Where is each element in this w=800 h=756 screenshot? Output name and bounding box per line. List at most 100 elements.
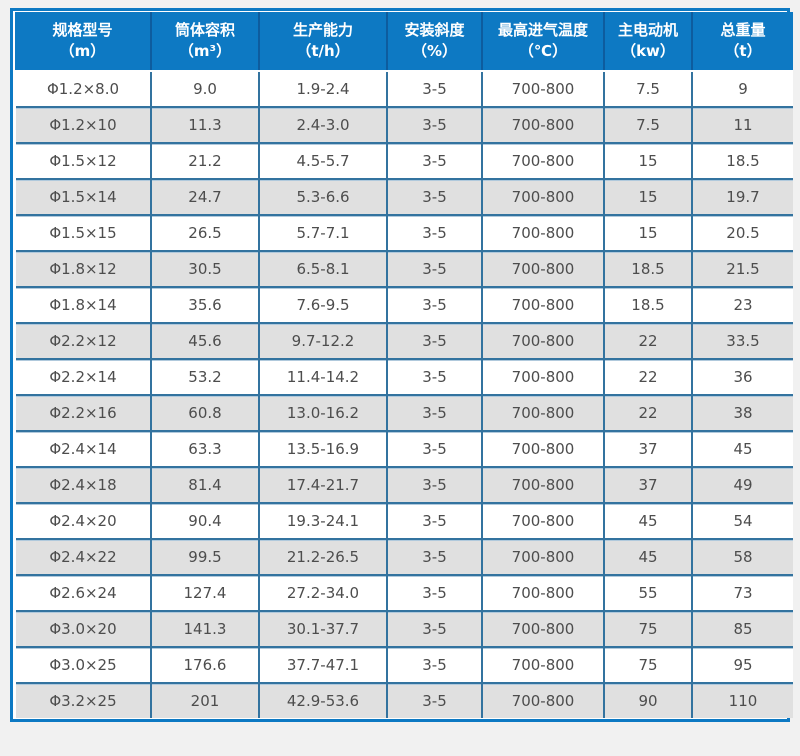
table-cell: 15 bbox=[603, 178, 692, 215]
table-cell: 2.4-3.0 bbox=[258, 106, 387, 143]
table-cell: 11.4-14.2 bbox=[258, 358, 387, 395]
table-cell: 4.5-5.7 bbox=[258, 142, 387, 179]
table-row-1: Φ1.2×8.0 9.0 1.9-2.4 3-5 700-800 7.5 9 bbox=[14, 70, 793, 107]
table-cell: 6.5-8.1 bbox=[258, 250, 387, 287]
column-title: 安装斜度 bbox=[404, 21, 465, 39]
column-unit: （kw） bbox=[621, 42, 675, 60]
table-row-6: Φ1.8×12 30.5 6.5-8.1 3-5 700-800 18.5 21.5 bbox=[14, 250, 793, 287]
table-cell: Φ1.2×8.0 bbox=[14, 70, 151, 107]
table-cell: 30.1-37.7 bbox=[258, 610, 387, 647]
column-unit: （t/h） bbox=[296, 42, 350, 60]
table-cell: Φ1.2×10 bbox=[14, 106, 151, 143]
table-cell: Φ3.0×25 bbox=[14, 646, 151, 683]
table-cell: Φ1.5×15 bbox=[14, 214, 151, 251]
table-cell: 7.6-9.5 bbox=[258, 286, 387, 323]
specifications-table: 规格型号 （m） 筒体容积 （m³） 生产能力 （t/h） 安装斜度 （%） 最高进气温度 （℃）… bbox=[14, 12, 793, 718]
table-cell: 5.3-6.6 bbox=[258, 178, 387, 215]
table-cell: 95 bbox=[691, 646, 793, 683]
table-cell: 700-800 bbox=[481, 358, 604, 395]
column-unit: （t） bbox=[724, 42, 762, 60]
table-cell: 85 bbox=[691, 610, 793, 647]
table-cell: 700-800 bbox=[481, 70, 604, 107]
column-header-7: 总重量 （t） bbox=[691, 12, 793, 72]
table-row-9: Φ2.2×14 53.2 11.4-14.2 3-5 700-800 22 36 bbox=[14, 358, 793, 395]
table-cell: 55 bbox=[603, 574, 692, 611]
table-head: 规格型号 （m） 筒体容积 （m³） 生产能力 （t/h） 安装斜度 （%） 最高进气温度 （℃）… bbox=[15, 12, 793, 72]
column-header-3: 生产能力 （t/h） bbox=[258, 12, 387, 72]
table-row-8: Φ2.2×12 45.6 9.7-12.2 3-5 700-800 22 33.5 bbox=[14, 322, 793, 359]
table-cell: 176.6 bbox=[150, 646, 259, 683]
table-cell: 3-5 bbox=[386, 250, 482, 287]
table-cell: 13.0-16.2 bbox=[258, 394, 387, 431]
table-cell: 700-800 bbox=[481, 430, 604, 467]
table-cell: 3-5 bbox=[386, 286, 482, 323]
table-row-14: Φ2.4×22 99.5 21.2-26.5 3-5 700-800 45 58 bbox=[14, 538, 793, 575]
table-cell: 15 bbox=[603, 214, 692, 251]
table-cell: 9.0 bbox=[150, 70, 259, 107]
table-cell: 127.4 bbox=[150, 574, 259, 611]
table-row-4: Φ1.5×14 24.7 5.3-6.6 3-5 700-800 15 19.7 bbox=[14, 178, 793, 215]
table-cell: Φ2.6×24 bbox=[14, 574, 151, 611]
table-cell: 3-5 bbox=[386, 574, 482, 611]
table-cell: 700-800 bbox=[481, 502, 604, 539]
spec-table: 规格型号 （m） 筒体容积 （m³） 生产能力 （t/h） 安装斜度 （%） 最高进气温度 （℃）… bbox=[10, 8, 793, 722]
table-row-3: Φ1.5×12 21.2 4.5-5.7 3-5 700-800 15 18.5 bbox=[14, 142, 793, 179]
table-cell: 700-800 bbox=[481, 322, 604, 359]
table-cell: 60.8 bbox=[150, 394, 259, 431]
table-row-10: Φ2.2×16 60.8 13.0-16.2 3-5 700-800 22 38 bbox=[14, 394, 793, 431]
table-cell: 23 bbox=[691, 286, 793, 323]
table-cell: 3-5 bbox=[386, 358, 482, 395]
table-cell: 3-5 bbox=[386, 430, 482, 467]
table-cell: Φ2.4×20 bbox=[14, 502, 151, 539]
table-cell: 18.5 bbox=[603, 250, 692, 287]
table-cell: 33.5 bbox=[691, 322, 793, 359]
table-cell: Φ3.2×25 bbox=[14, 682, 151, 718]
table-cell: Φ3.0×20 bbox=[14, 610, 151, 647]
table-row-16: Φ3.0×20 141.3 30.1-37.7 3-5 700-800 75 85 bbox=[14, 610, 793, 647]
header-row: 规格型号 （m） 筒体容积 （m³） 生产能力 （t/h） 安装斜度 （%） 最高进气温度 （℃）… bbox=[15, 12, 793, 72]
column-title: 筒体容积 bbox=[174, 21, 235, 39]
table-cell: 24.7 bbox=[150, 178, 259, 215]
table-cell: 3-5 bbox=[386, 466, 482, 503]
table-cell: 700-800 bbox=[481, 538, 604, 575]
table-cell: 22 bbox=[603, 358, 692, 395]
table-cell: 90 bbox=[603, 682, 692, 718]
table-cell: 700-800 bbox=[481, 610, 604, 647]
table-cell: 45 bbox=[603, 538, 692, 575]
table-cell: 700-800 bbox=[481, 574, 604, 611]
column-header-6: 主电动机 （kw） bbox=[603, 12, 692, 72]
table-row-12: Φ2.4×18 81.4 17.4-21.7 3-5 700-800 37 49 bbox=[14, 466, 793, 503]
table-cell: 700-800 bbox=[481, 142, 604, 179]
column-header-5: 最高进气温度 （℃） bbox=[481, 12, 604, 72]
table-cell: 3-5 bbox=[386, 322, 482, 359]
table-cell: 18.5 bbox=[691, 142, 793, 179]
table-cell: 58 bbox=[691, 538, 793, 575]
table-cell: 3-5 bbox=[386, 142, 482, 179]
table-cell: 11.3 bbox=[150, 106, 259, 143]
column-title: 规格型号 bbox=[52, 21, 113, 39]
table-cell: 700-800 bbox=[481, 646, 604, 683]
table-cell: 1.9-2.4 bbox=[258, 70, 387, 107]
table-cell: 27.2-34.0 bbox=[258, 574, 387, 611]
table-cell: 21.2-26.5 bbox=[258, 538, 387, 575]
table-cell: 3-5 bbox=[386, 502, 482, 539]
table-cell: 37 bbox=[603, 430, 692, 467]
column-header-2: 筒体容积 （m³） bbox=[150, 12, 259, 72]
column-header-1: 规格型号 （m） bbox=[15, 12, 151, 72]
table-cell: Φ2.2×16 bbox=[14, 394, 151, 431]
column-title: 主电动机 bbox=[617, 21, 678, 39]
table-cell: 110 bbox=[691, 682, 793, 718]
table-cell: 11 bbox=[691, 106, 793, 143]
table-cell: Φ2.4×22 bbox=[14, 538, 151, 575]
table-cell: 45 bbox=[691, 430, 793, 467]
table-cell: Φ1.5×14 bbox=[14, 178, 151, 215]
table-cell: 99.5 bbox=[150, 538, 259, 575]
table-cell: Φ1.8×12 bbox=[14, 250, 151, 287]
table-cell: 45.6 bbox=[150, 322, 259, 359]
table-cell: 21.5 bbox=[691, 250, 793, 287]
table-cell: Φ2.2×12 bbox=[14, 322, 151, 359]
table-cell: Φ2.4×14 bbox=[14, 430, 151, 467]
column-title: 总重量 bbox=[720, 21, 766, 39]
table-cell: Φ2.2×14 bbox=[14, 358, 151, 395]
table-cell: 19.7 bbox=[691, 178, 793, 215]
